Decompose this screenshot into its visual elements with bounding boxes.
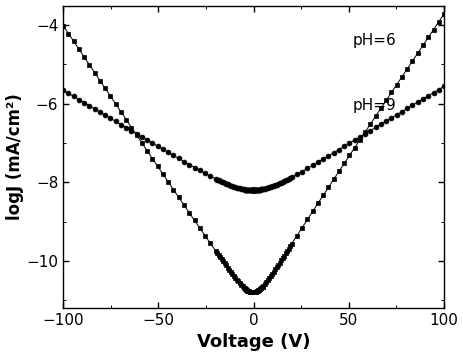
X-axis label: Voltage (V): Voltage (V) [196, 333, 310, 351]
Y-axis label: logJ (mA/cm²): logJ (mA/cm²) [6, 94, 24, 220]
Text: pH=6: pH=6 [352, 33, 395, 48]
Text: pH=9: pH=9 [352, 98, 395, 113]
